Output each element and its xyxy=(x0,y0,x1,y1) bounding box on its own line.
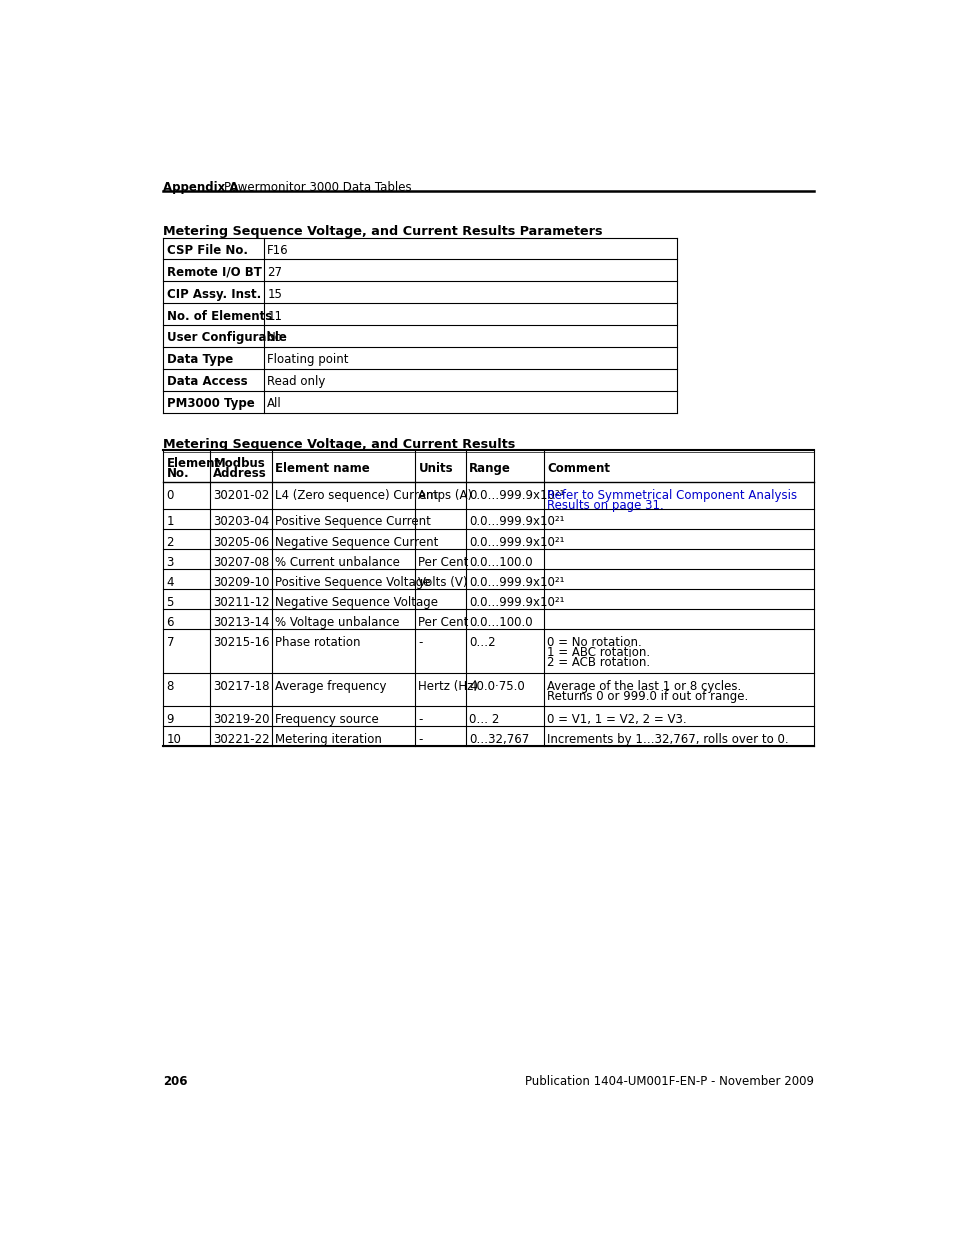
Text: Units: Units xyxy=(418,462,453,475)
Text: Appendix A: Appendix A xyxy=(163,180,238,194)
Text: No: No xyxy=(267,331,283,345)
Text: Remote I/O BT: Remote I/O BT xyxy=(167,266,261,279)
Text: Frequency source: Frequency source xyxy=(275,713,378,726)
Text: 30213-14: 30213-14 xyxy=(213,615,270,629)
Text: 0.0…999.9x10²¹: 0.0…999.9x10²¹ xyxy=(469,595,564,609)
Text: 15: 15 xyxy=(267,288,282,300)
Text: 0.0…999.9x10²¹: 0.0…999.9x10²¹ xyxy=(469,489,564,503)
Text: CIP Assy. Inst.: CIP Assy. Inst. xyxy=(167,288,260,300)
Text: Address: Address xyxy=(213,467,267,480)
Text: Metering Sequence Voltage, and Current Results: Metering Sequence Voltage, and Current R… xyxy=(163,437,516,451)
Text: 2: 2 xyxy=(167,536,173,548)
Text: Volts (V): Volts (V) xyxy=(418,576,468,589)
Text: PM3000 Type: PM3000 Type xyxy=(167,398,254,410)
Text: L4 (Zero sequence) Current: L4 (Zero sequence) Current xyxy=(275,489,438,503)
Text: No. of Elements: No. of Elements xyxy=(167,310,272,322)
Text: All: All xyxy=(267,398,282,410)
Text: Amps (A): Amps (A) xyxy=(418,489,472,503)
Text: 1: 1 xyxy=(167,515,173,529)
Text: Refer to Symmetrical Component Analysis: Refer to Symmetrical Component Analysis xyxy=(547,489,797,503)
Text: 206: 206 xyxy=(163,1074,188,1088)
Text: 0.0…100.0: 0.0…100.0 xyxy=(469,615,533,629)
Text: 30203-04: 30203-04 xyxy=(213,515,270,529)
Text: 0.0…999.9x10²¹: 0.0…999.9x10²¹ xyxy=(469,536,564,548)
Text: 5: 5 xyxy=(167,595,173,609)
Text: Results on page 31.: Results on page 31. xyxy=(547,499,663,513)
Text: Increments by 1…32,767, rolls over to 0.: Increments by 1…32,767, rolls over to 0. xyxy=(547,732,788,746)
Text: 40.0‧75.0: 40.0‧75.0 xyxy=(469,680,524,693)
Text: Per Cent: Per Cent xyxy=(418,556,468,568)
Text: 27: 27 xyxy=(267,266,282,279)
Text: 0.0…999.9x10²¹: 0.0…999.9x10²¹ xyxy=(469,576,564,589)
Text: 30211-12: 30211-12 xyxy=(213,595,270,609)
Text: % Current unbalance: % Current unbalance xyxy=(275,556,399,568)
Text: 30209-10: 30209-10 xyxy=(213,576,270,589)
Text: 0 = V1, 1 = V2, 2 = V3.: 0 = V1, 1 = V2, 2 = V3. xyxy=(547,713,686,726)
Text: 0.0…100.0: 0.0…100.0 xyxy=(469,556,533,568)
Text: 3: 3 xyxy=(167,556,173,568)
Text: Average of the last 1 or 8 cycles.: Average of the last 1 or 8 cycles. xyxy=(547,680,740,693)
Text: 9: 9 xyxy=(167,713,173,726)
Text: No.: No. xyxy=(167,467,189,480)
Text: CSP File No.: CSP File No. xyxy=(167,243,247,257)
Text: Modbus: Modbus xyxy=(213,457,265,471)
Text: Hertz (Hz): Hertz (Hz) xyxy=(418,680,478,693)
Text: 0.0…999.9x10²¹: 0.0…999.9x10²¹ xyxy=(469,515,564,529)
Text: -: - xyxy=(418,732,422,746)
Text: 30221-22: 30221-22 xyxy=(213,732,270,746)
Text: 0…32,767: 0…32,767 xyxy=(469,732,529,746)
Text: Average frequency: Average frequency xyxy=(275,680,386,693)
Text: -: - xyxy=(418,636,422,648)
Text: 2 = ACB rotation.: 2 = ACB rotation. xyxy=(547,656,650,668)
Text: Read only: Read only xyxy=(267,375,325,388)
Text: Metering Sequence Voltage, and Current Results Parameters: Metering Sequence Voltage, and Current R… xyxy=(163,225,602,238)
Text: 1 = ABC rotation.: 1 = ABC rotation. xyxy=(547,646,650,658)
Text: 0…2: 0…2 xyxy=(469,636,496,648)
Text: 30215-16: 30215-16 xyxy=(213,636,270,648)
Text: Data Access: Data Access xyxy=(167,375,247,388)
Text: 0: 0 xyxy=(167,489,173,503)
Text: Returns 0 or 999.0 if out of range.: Returns 0 or 999.0 if out of range. xyxy=(547,690,748,703)
Text: Positive Sequence Current: Positive Sequence Current xyxy=(275,515,431,529)
Text: 0 = No rotation.: 0 = No rotation. xyxy=(547,636,641,648)
Text: 30217-18: 30217-18 xyxy=(213,680,270,693)
Text: Negative Sequence Voltage: Negative Sequence Voltage xyxy=(275,595,437,609)
Text: Data Type: Data Type xyxy=(167,353,233,367)
Text: 30219-20: 30219-20 xyxy=(213,713,270,726)
Text: 30207-08: 30207-08 xyxy=(213,556,270,568)
Text: Powermonitor 3000 Data Tables: Powermonitor 3000 Data Tables xyxy=(224,180,411,194)
Text: 11: 11 xyxy=(267,310,282,322)
Text: Floating point: Floating point xyxy=(267,353,349,367)
Text: Comment: Comment xyxy=(547,462,610,475)
Text: F16: F16 xyxy=(267,243,289,257)
Text: -: - xyxy=(418,713,422,726)
Text: User Configurable: User Configurable xyxy=(167,331,286,345)
Text: 10: 10 xyxy=(167,732,181,746)
Text: Range: Range xyxy=(469,462,511,475)
Text: 7: 7 xyxy=(167,636,173,648)
Text: 6: 6 xyxy=(167,615,173,629)
Text: Positive Sequence Voltage: Positive Sequence Voltage xyxy=(275,576,431,589)
Text: 8: 8 xyxy=(167,680,173,693)
Text: Element: Element xyxy=(167,457,220,471)
Text: 30205-06: 30205-06 xyxy=(213,536,270,548)
Text: Per Cent: Per Cent xyxy=(418,615,468,629)
Text: 4: 4 xyxy=(167,576,173,589)
Text: 30201-02: 30201-02 xyxy=(213,489,270,503)
Text: Element name: Element name xyxy=(275,462,370,475)
Text: Metering iteration: Metering iteration xyxy=(275,732,382,746)
Text: Publication 1404-UM001F-EN-P - November 2009: Publication 1404-UM001F-EN-P - November … xyxy=(525,1074,814,1088)
Text: % Voltage unbalance: % Voltage unbalance xyxy=(275,615,399,629)
Text: 0… 2: 0… 2 xyxy=(469,713,499,726)
Text: Negative Sequence Current: Negative Sequence Current xyxy=(275,536,438,548)
Text: Phase rotation: Phase rotation xyxy=(275,636,360,648)
